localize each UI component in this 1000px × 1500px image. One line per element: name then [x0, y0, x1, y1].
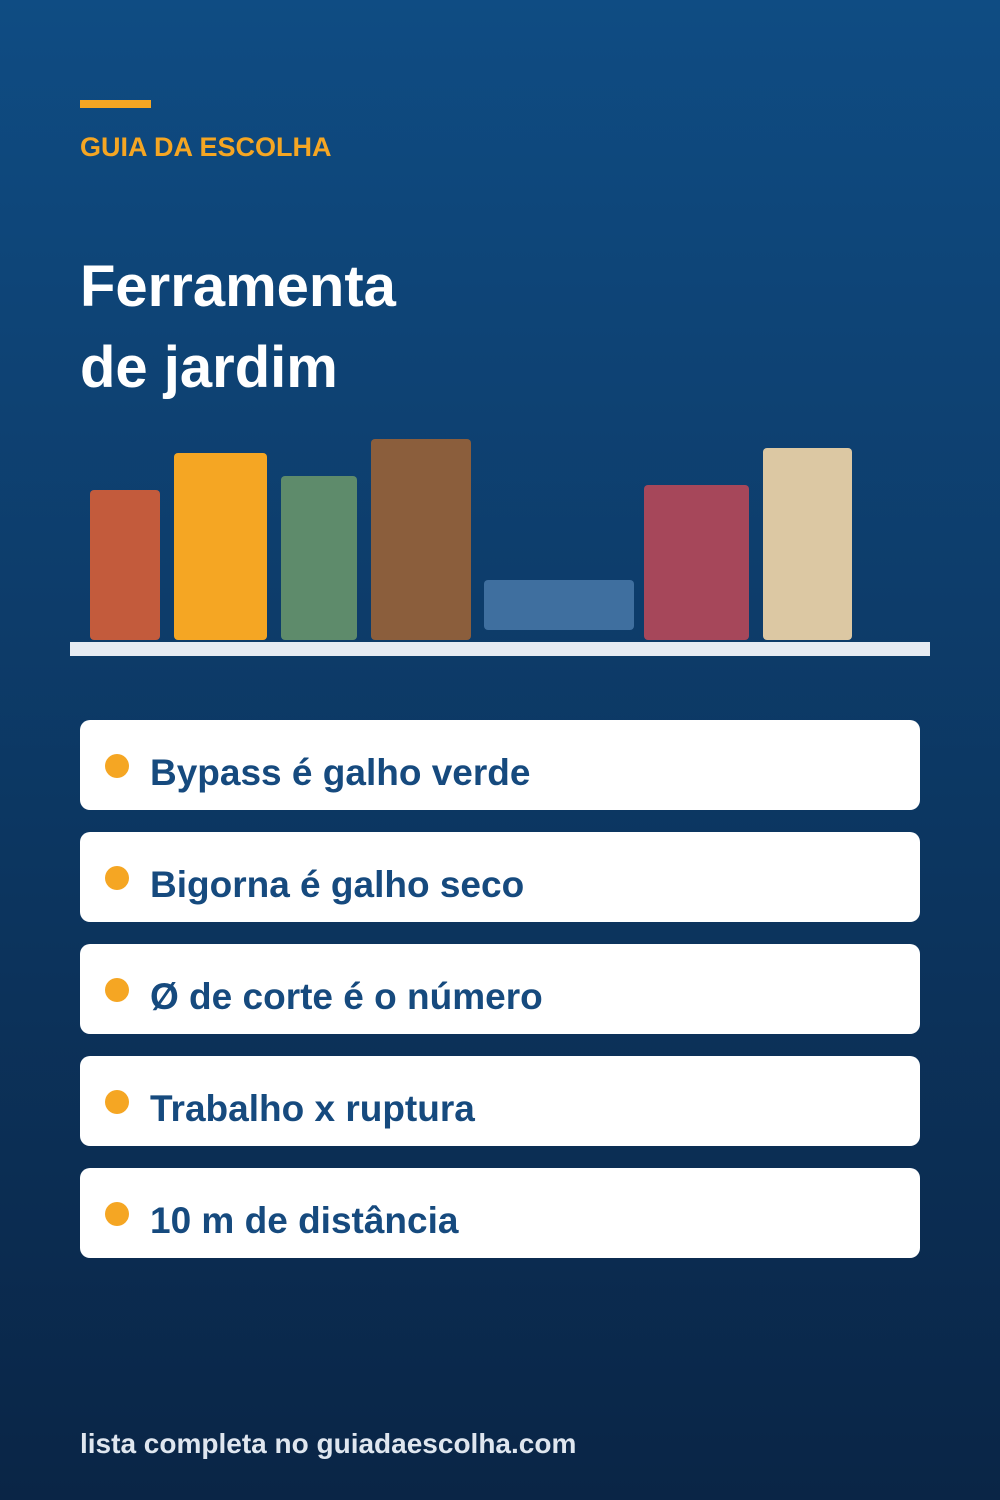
- book: [763, 448, 852, 640]
- tip-text: Trabalho x ruptura: [150, 1088, 475, 1129]
- book: [484, 580, 634, 630]
- bullet: [105, 754, 129, 778]
- card-background: [80, 1168, 920, 1258]
- tip-text: Bigorna é galho seco: [150, 864, 524, 905]
- title-line: de jardim: [80, 335, 338, 400]
- title-line: Ferramenta: [80, 254, 397, 319]
- tip-card: Bigorna é galho seco: [80, 832, 920, 922]
- book: [174, 453, 267, 640]
- kicker: GUIA DA ESCOLHA: [80, 132, 332, 162]
- tip-text: Bypass é galho verde: [150, 752, 530, 793]
- tip-card: 10 m de distância: [80, 1168, 920, 1258]
- book: [371, 439, 471, 640]
- bullet: [105, 1202, 129, 1226]
- card-background: [80, 720, 920, 810]
- tip-card: Ø de corte é o número: [80, 944, 920, 1034]
- accent-bar: [80, 100, 151, 108]
- tip-text: 10 m de distância: [150, 1200, 459, 1241]
- bullet: [105, 1090, 129, 1114]
- card-background: [80, 1056, 920, 1146]
- book: [644, 485, 749, 640]
- tip-card: Bypass é galho verde: [80, 720, 920, 810]
- shelf: [70, 642, 930, 656]
- bullet: [105, 866, 129, 890]
- tip-card: Trabalho x ruptura: [80, 1056, 920, 1146]
- bullet: [105, 978, 129, 1002]
- tip-text: Ø de corte é o número: [150, 976, 543, 1017]
- card-background: [80, 944, 920, 1034]
- tips-list: Bypass é galho verde Bigorna é galho seco…: [80, 720, 920, 1258]
- books-illustration: [70, 439, 930, 656]
- book: [281, 476, 357, 640]
- book: [90, 490, 160, 640]
- card-background: [80, 832, 920, 922]
- footer: lista completa no guiadaescolha.com: [80, 1428, 576, 1459]
